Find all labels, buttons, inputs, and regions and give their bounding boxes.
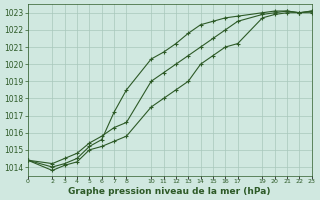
X-axis label: Graphe pression niveau de la mer (hPa): Graphe pression niveau de la mer (hPa) bbox=[68, 187, 271, 196]
